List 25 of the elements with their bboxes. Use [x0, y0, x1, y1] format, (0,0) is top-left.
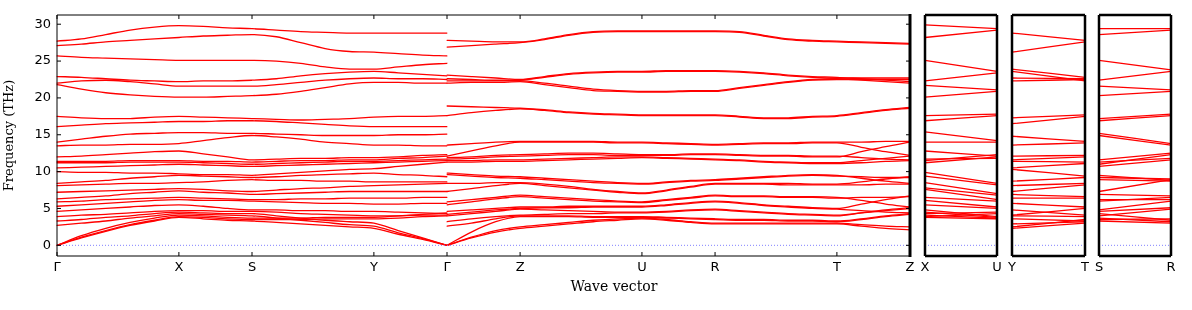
y-tick-label: 10: [34, 162, 51, 178]
x-tick-label: X: [174, 259, 184, 275]
x-tick-label: R: [710, 259, 720, 275]
y-tick-label: 15: [34, 126, 51, 142]
x-tick-label: X: [920, 259, 930, 275]
x-axis-title: Wave vector: [569, 278, 659, 294]
x-tick-label: S: [1094, 259, 1104, 275]
x-tick-label: U: [992, 259, 1002, 275]
y-tick-label: 30: [34, 15, 51, 31]
x-tick-label: Y: [1007, 259, 1017, 275]
x-tick-label: Γ: [443, 259, 452, 275]
x-tick-label: R: [1166, 259, 1176, 275]
y-tick-label: 5: [42, 199, 51, 215]
x-tick-label: Γ: [53, 259, 62, 275]
x-tick-label: U: [637, 259, 647, 275]
x-tick-label: T: [1080, 259, 1090, 275]
y-tick-label: 25: [34, 52, 51, 68]
y-tick-label: 0: [42, 236, 51, 252]
y-axis-title: Frequency (THz): [1, 79, 17, 192]
x-tick-label: T: [831, 259, 841, 275]
x-tick-label: Z: [905, 259, 915, 275]
x-tick-label: Y: [368, 259, 378, 275]
y-tick-label: 20: [34, 89, 51, 105]
x-tick-label: Z: [515, 259, 525, 275]
x-tick-label: S: [247, 259, 257, 275]
